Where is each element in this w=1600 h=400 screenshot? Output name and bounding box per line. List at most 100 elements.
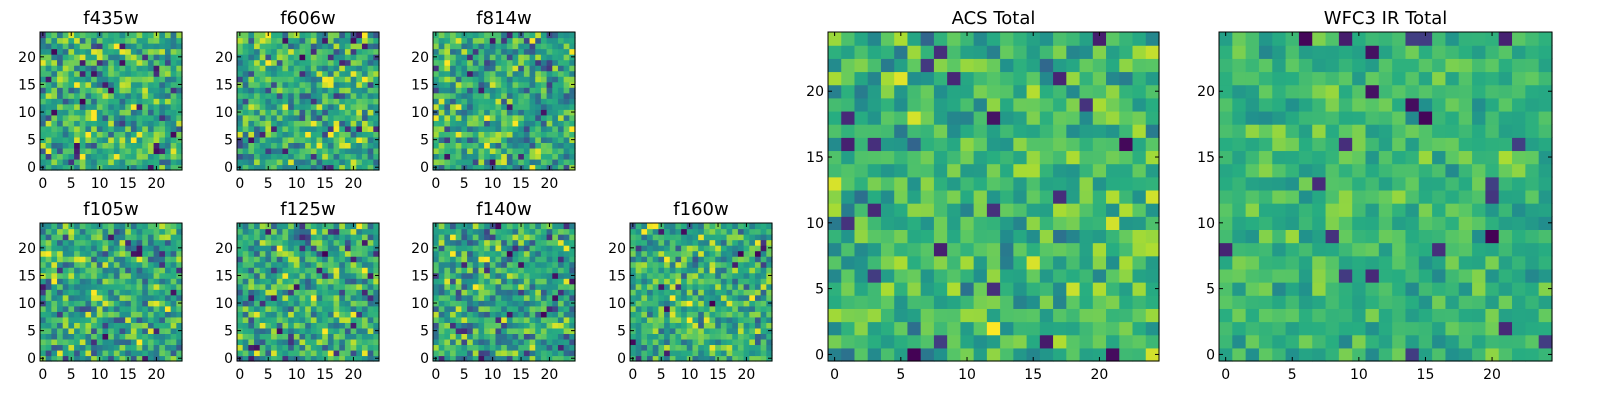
heatmap-cell (692, 305, 699, 312)
heatmap-cell (361, 43, 369, 50)
heatmap-cell (461, 147, 468, 155)
heatmap-cell (254, 349, 261, 357)
heatmap-cell (147, 65, 155, 72)
heatmap-cell (669, 245, 677, 252)
heatmap-cell (1026, 242, 1041, 257)
heatmap-cell (79, 245, 87, 252)
heatmap-cell (438, 234, 445, 241)
heatmap-cell (45, 54, 52, 61)
heatmap-cell (523, 81, 531, 88)
heatmap-cell (176, 316, 183, 323)
heatmap-cell (310, 48, 318, 55)
heatmap-cell (472, 250, 480, 257)
heatmap-cell (726, 322, 733, 329)
heatmap-cell (159, 245, 166, 252)
heatmap-cell (164, 87, 172, 94)
heatmap-cell (271, 65, 278, 72)
heatmap-cell (467, 109, 474, 116)
heatmap-cell (136, 245, 143, 252)
heatmap-cell (686, 333, 694, 340)
heatmap-cell (467, 32, 474, 39)
heatmap-cell (461, 120, 468, 127)
heatmap-cell (444, 228, 451, 235)
heatmap-cell (125, 272, 132, 279)
heatmap-cell (322, 65, 329, 72)
heatmap-cell (726, 316, 733, 323)
heatmap-cell (248, 81, 255, 88)
heatmap-cell (333, 300, 340, 307)
heatmap-cell (1039, 347, 1054, 362)
heatmap-cell (170, 87, 177, 94)
heatmap-cell (535, 256, 542, 263)
heatmap-cell (455, 65, 462, 72)
heatmap-cell (119, 32, 126, 39)
heatmap-cell (635, 256, 642, 263)
heatmap-cell (630, 289, 637, 296)
heatmap-cell (74, 37, 81, 44)
heatmap-cell (316, 261, 323, 268)
heatmap-cell (726, 228, 733, 235)
heatmap-cell (276, 283, 284, 290)
heatmap-cell (557, 327, 565, 334)
heatmap-cell (1000, 242, 1014, 257)
heatmap-cell (501, 338, 508, 346)
heatmap-cell (147, 153, 155, 160)
heatmap-cell (276, 158, 284, 166)
heatmap-cell (316, 300, 323, 307)
heatmap-cell (62, 316, 69, 323)
heatmap-cell (51, 81, 58, 88)
heatmap-cell (136, 311, 143, 318)
heatmap-cell (501, 103, 508, 110)
heatmap-cell (316, 223, 323, 230)
heatmap-cell (920, 268, 935, 283)
heatmap-cell (709, 305, 716, 312)
heatmap-cell (316, 164, 323, 171)
heatmap-cell (108, 98, 115, 105)
heatmap-cell (529, 98, 536, 105)
heatmap-cell (153, 147, 160, 155)
heatmap-cell (96, 120, 104, 127)
heatmap-cell (546, 43, 553, 50)
heatmap-cell (79, 37, 87, 44)
heatmap-cell (698, 272, 705, 279)
heatmap-cell (293, 48, 301, 55)
heatmap-cell (299, 114, 306, 121)
heatmap-cell (108, 65, 115, 72)
x-tick-label: 15 (316, 176, 334, 192)
heatmap-cell (327, 344, 335, 351)
heatmap-cell (96, 65, 104, 72)
heatmap-cell (147, 131, 155, 138)
heatmap-cell (501, 311, 508, 318)
heatmap-cell (96, 322, 104, 329)
heatmap-cell (1092, 229, 1107, 244)
heatmap-cell (96, 87, 104, 94)
heatmap-cell (57, 114, 64, 121)
heatmap-cell (766, 316, 773, 323)
heatmap-cell (288, 294, 295, 301)
heatmap-cell (512, 256, 519, 263)
heatmap-cell (276, 98, 284, 105)
heatmap-cell (373, 234, 380, 241)
heatmap-cell (461, 349, 468, 357)
heatmap-cell (142, 43, 149, 50)
heatmap-cell (164, 311, 172, 318)
heatmap-cell (563, 114, 570, 121)
heatmap-cell (361, 76, 369, 83)
heatmap-cell (333, 147, 340, 155)
heatmap-cell (265, 54, 272, 61)
heatmap-cell (293, 70, 301, 77)
heatmap-cell (259, 239, 266, 246)
heatmap-cell (288, 234, 295, 241)
heatmap-cell (350, 256, 357, 263)
y-tick-label: 20 (215, 241, 233, 257)
x-tick-label: 15 (512, 367, 530, 383)
heatmap-cell (339, 261, 346, 268)
heatmap-cell (467, 87, 474, 94)
heatmap-cell (113, 294, 121, 301)
heatmap-cell (96, 48, 104, 55)
heatmap-cell (557, 316, 565, 323)
heatmap-cell (119, 294, 126, 301)
heatmap-cell (327, 289, 335, 296)
heatmap-cell (113, 311, 121, 318)
heatmap-cell (529, 322, 536, 329)
